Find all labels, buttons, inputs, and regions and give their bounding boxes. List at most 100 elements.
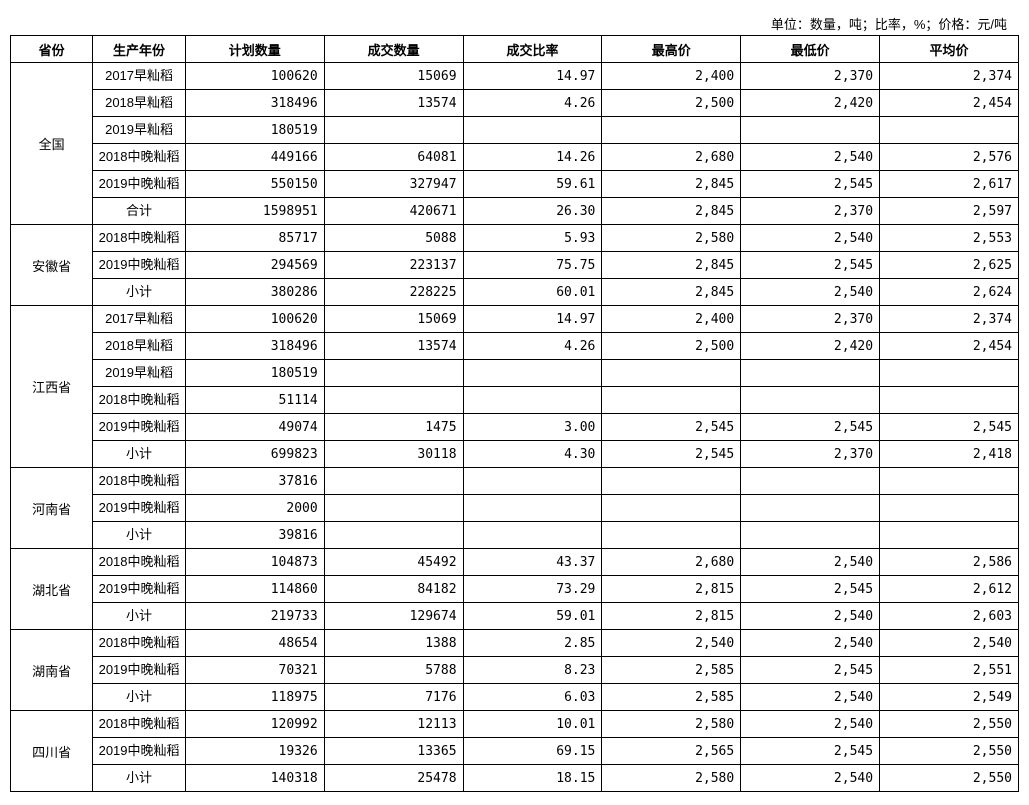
low-cell: 2,540: [741, 144, 880, 171]
low-cell: 2,545: [741, 738, 880, 765]
high-cell: 2,585: [602, 684, 741, 711]
low-cell: [741, 387, 880, 414]
rate-cell: 10.01: [463, 711, 602, 738]
high-cell: 2,680: [602, 549, 741, 576]
plan-cell: 180519: [185, 117, 324, 144]
high-cell: 2,680: [602, 144, 741, 171]
low-cell: [741, 522, 880, 549]
plan-cell: 550150: [185, 171, 324, 198]
year-cell: 小计: [93, 522, 186, 549]
plan-cell: 114860: [185, 576, 324, 603]
low-cell: 2,545: [741, 414, 880, 441]
rate-cell: [463, 387, 602, 414]
deal-cell: 15069: [324, 306, 463, 333]
deal-cell: [324, 468, 463, 495]
plan-cell: 100620: [185, 306, 324, 333]
low-cell: 2,540: [741, 279, 880, 306]
plan-cell: 39816: [185, 522, 324, 549]
table-row: 四川省2018中晚籼稻1209921211310.012,5802,5402,5…: [11, 711, 1019, 738]
table-row: 合计159895142067126.302,8452,3702,597: [11, 198, 1019, 225]
year-cell: 2017早籼稻: [93, 306, 186, 333]
year-cell: 2019早籼稻: [93, 117, 186, 144]
high-cell: 2,845: [602, 252, 741, 279]
year-cell: 2018早籼稻: [93, 333, 186, 360]
avg-cell: 2,617: [880, 171, 1019, 198]
avg-cell: 2,549: [880, 684, 1019, 711]
high-cell: 2,540: [602, 630, 741, 657]
deal-cell: 129674: [324, 603, 463, 630]
table-row: 2019早籼稻180519: [11, 360, 1019, 387]
year-cell: 2018中晚籼稻: [93, 387, 186, 414]
rate-cell: [463, 360, 602, 387]
plan-cell: 120992: [185, 711, 324, 738]
low-cell: 2,420: [741, 90, 880, 117]
avg-cell: 2,550: [880, 738, 1019, 765]
table-row: 2019中晚籼稻193261336569.152,5652,5452,550: [11, 738, 1019, 765]
col-deal: 成交数量: [324, 36, 463, 63]
col-year: 生产年份: [93, 36, 186, 63]
deal-cell: 223137: [324, 252, 463, 279]
year-cell: 2018中晚籼稻: [93, 144, 186, 171]
low-cell: 2,540: [741, 603, 880, 630]
table-row: 2018早籼稻318496135744.262,5002,4202,454: [11, 90, 1019, 117]
avg-cell: 2,612: [880, 576, 1019, 603]
avg-cell: [880, 387, 1019, 414]
deal-cell: 1388: [324, 630, 463, 657]
rate-cell: 73.29: [463, 576, 602, 603]
low-cell: 2,420: [741, 333, 880, 360]
avg-cell: 2,624: [880, 279, 1019, 306]
avg-cell: 2,550: [880, 711, 1019, 738]
rate-cell: 59.01: [463, 603, 602, 630]
high-cell: 2,845: [602, 279, 741, 306]
high-cell: 2,500: [602, 90, 741, 117]
avg-cell: 2,550: [880, 765, 1019, 792]
high-cell: [602, 522, 741, 549]
plan-cell: 85717: [185, 225, 324, 252]
rate-cell: 26.30: [463, 198, 602, 225]
year-cell: 2019中晚籼稻: [93, 252, 186, 279]
deal-cell: 12113: [324, 711, 463, 738]
rate-cell: [463, 117, 602, 144]
high-cell: 2,565: [602, 738, 741, 765]
data-table: 省份 生产年份 计划数量 成交数量 成交比率 最高价 最低价 平均价 全国201…: [10, 35, 1019, 792]
avg-cell: 2,545: [880, 414, 1019, 441]
plan-cell: 318496: [185, 333, 324, 360]
table-row: 小计11897571766.032,5852,5402,549: [11, 684, 1019, 711]
avg-cell: 2,625: [880, 252, 1019, 279]
year-cell: 2018早籼稻: [93, 90, 186, 117]
year-cell: 2019中晚籼稻: [93, 495, 186, 522]
year-cell: 小计: [93, 603, 186, 630]
low-cell: 2,370: [741, 63, 880, 90]
rate-cell: 14.26: [463, 144, 602, 171]
plan-cell: 294569: [185, 252, 324, 279]
plan-cell: 48654: [185, 630, 324, 657]
high-cell: 2,845: [602, 198, 741, 225]
deal-cell: [324, 360, 463, 387]
low-cell: 2,370: [741, 306, 880, 333]
table-row: 2018中晚籼稻4491666408114.262,6802,5402,576: [11, 144, 1019, 171]
deal-cell: [324, 387, 463, 414]
deal-cell: 327947: [324, 171, 463, 198]
avg-cell: [880, 522, 1019, 549]
low-cell: 2,540: [741, 630, 880, 657]
low-cell: 2,540: [741, 711, 880, 738]
unit-line: 单位：数量，吨；比率，%；价格：元/吨: [10, 10, 1019, 35]
high-cell: 2,400: [602, 63, 741, 90]
plan-cell: 140318: [185, 765, 324, 792]
header-row: 省份 生产年份 计划数量 成交数量 成交比率 最高价 最低价 平均价: [11, 36, 1019, 63]
plan-cell: 37816: [185, 468, 324, 495]
rate-cell: 4.30: [463, 441, 602, 468]
plan-cell: 70321: [185, 657, 324, 684]
deal-cell: [324, 522, 463, 549]
avg-cell: 2,553: [880, 225, 1019, 252]
low-cell: 2,545: [741, 252, 880, 279]
table-row: 河南省2018中晚籼稻37816: [11, 468, 1019, 495]
year-cell: 2018中晚籼稻: [93, 225, 186, 252]
deal-cell: 13574: [324, 333, 463, 360]
plan-cell: 51114: [185, 387, 324, 414]
table-row: 2019中晚籼稻29456922313775.752,8452,5452,625: [11, 252, 1019, 279]
rate-cell: 18.15: [463, 765, 602, 792]
low-cell: 2,545: [741, 657, 880, 684]
table-row: 2019中晚籼稻2000: [11, 495, 1019, 522]
avg-cell: [880, 495, 1019, 522]
